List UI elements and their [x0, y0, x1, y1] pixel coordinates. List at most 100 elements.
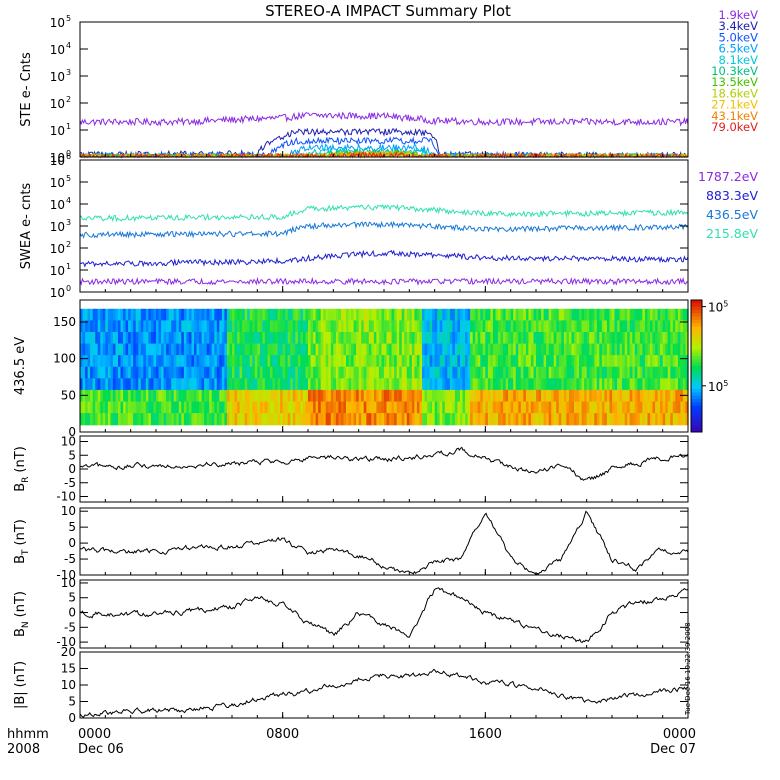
heatmap-cell	[229, 401, 233, 414]
heatmap-cell	[624, 343, 628, 356]
heatmap-cell	[437, 366, 441, 379]
heatmap-cell	[351, 366, 355, 379]
heatmap-cell	[125, 366, 129, 379]
heatmap-cell	[492, 343, 496, 356]
heatmap-cell	[97, 413, 101, 426]
heatmap-cell	[604, 389, 608, 403]
heatmap-cell	[505, 308, 509, 321]
heatmap-cell	[546, 320, 550, 333]
heatmap-cell	[292, 343, 296, 356]
heatmap-cell	[176, 332, 180, 345]
heatmap-cell	[533, 378, 537, 391]
heatmap-cell	[424, 378, 428, 391]
heatmap-cell	[168, 332, 172, 345]
heatmap-cell	[432, 355, 436, 368]
heatmap-cell	[191, 389, 195, 403]
heatmap-cell	[249, 355, 253, 368]
heatmap-cell	[619, 389, 623, 403]
heatmap-cell	[404, 401, 408, 414]
heatmap-cell	[409, 389, 413, 403]
heatmap-cell	[492, 401, 496, 414]
y-axis-label: SWEA e- cnts	[19, 183, 34, 270]
heatmap-cell	[199, 320, 203, 333]
heatmap-cell	[541, 320, 545, 333]
heatmap-cell	[541, 332, 545, 345]
heatmap-cell	[356, 378, 360, 391]
heatmap-cell	[622, 366, 626, 379]
heatmap-cell	[115, 320, 119, 333]
heatmap-cell	[505, 413, 509, 426]
heatmap-cell	[612, 389, 616, 403]
heatmap-cell	[371, 389, 375, 403]
colorbar-segment	[691, 356, 702, 360]
heatmap-cell	[495, 308, 499, 321]
heatmap-cell	[166, 343, 170, 356]
heatmap-cell	[176, 308, 180, 321]
heatmap-cell	[490, 401, 494, 414]
heatmap-cell	[543, 320, 547, 333]
heatmap-cell	[128, 401, 132, 414]
heatmap-cell	[513, 332, 517, 345]
heatmap-cell	[439, 366, 443, 379]
heatmap-cell	[650, 401, 654, 414]
heatmap-cell	[239, 320, 243, 333]
heatmap-cell	[482, 332, 486, 345]
heatmap-cell	[95, 332, 99, 345]
heatmap-cell	[204, 343, 208, 356]
heatmap-cell	[100, 413, 104, 426]
heatmap-cell	[173, 308, 177, 321]
heatmap-cell	[85, 366, 89, 379]
heatmap-cell	[201, 389, 205, 403]
heatmap-cell	[82, 320, 86, 333]
heatmap-cell	[515, 389, 519, 403]
heatmap-cell	[574, 401, 578, 414]
heatmap-cell	[579, 343, 583, 356]
heatmap-cell	[437, 378, 441, 391]
heatmap-cell	[586, 343, 590, 356]
heatmap-cell	[252, 343, 256, 356]
heatmap-cell	[584, 332, 588, 345]
heatmap-cell	[168, 389, 172, 403]
heatmap-cell	[308, 366, 312, 379]
heatmap-cell	[287, 332, 291, 345]
heatmap-cell	[662, 413, 666, 426]
heatmap-cell	[168, 366, 172, 379]
heatmap-cell	[171, 401, 175, 414]
series-line	[79, 203, 689, 223]
heatmap-cell	[576, 320, 580, 333]
heatmap-cell	[424, 389, 428, 403]
heatmap-cell	[449, 320, 453, 333]
heatmap-cell	[434, 343, 438, 356]
heatmap-cell	[158, 413, 162, 426]
heatmap-cell	[275, 378, 279, 391]
y-tick-label: 10	[50, 151, 65, 165]
heatmap-cell	[622, 343, 626, 356]
heatmap-cell	[650, 308, 654, 321]
heatmap-cell	[110, 320, 114, 333]
x-tick-date: Dec 06	[78, 742, 124, 757]
heatmap-cell	[363, 355, 367, 368]
heatmap-cell	[318, 378, 322, 391]
heatmap-cell	[384, 389, 388, 403]
heatmap-cell	[462, 332, 466, 345]
heatmap-cell	[475, 413, 479, 426]
heatmap-cell	[125, 343, 129, 356]
heatmap-cell	[262, 355, 266, 368]
heatmap-cell	[214, 413, 218, 426]
heatmap-cell	[226, 332, 230, 345]
heatmap-cell	[186, 378, 190, 391]
heatmap-cell	[424, 332, 428, 345]
heatmap-cell	[351, 355, 355, 368]
y-tick-label: 10	[61, 504, 76, 518]
heatmap-cell	[591, 413, 595, 426]
heatmap-cell	[338, 332, 342, 345]
heatmap-cell	[467, 355, 471, 368]
heatmap-cell	[282, 308, 286, 321]
colorbar-segment	[691, 392, 702, 397]
heatmap-cell	[391, 378, 395, 391]
heatmap-cell	[500, 401, 504, 414]
heatmap-cell	[366, 355, 370, 368]
heatmap-cell	[335, 378, 339, 391]
heatmap-cell	[280, 308, 284, 321]
heatmap-cell	[313, 355, 317, 368]
